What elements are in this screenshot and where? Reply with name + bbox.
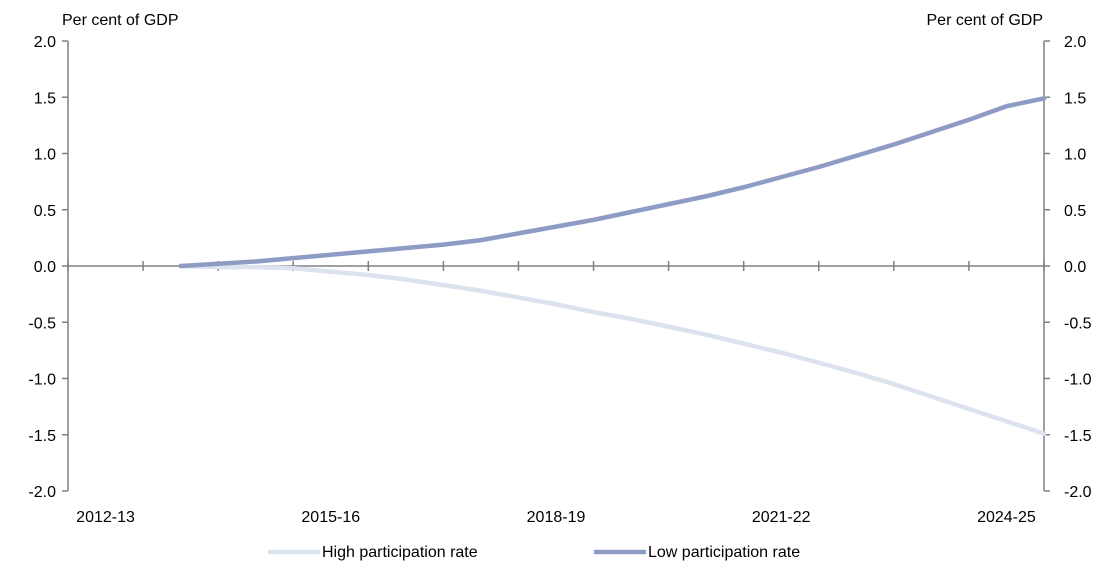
x-tick-label: 2024-25 (977, 509, 1036, 526)
left-y-tick-label: 0.0 (34, 259, 56, 276)
legend-label: Low participation rate (648, 544, 800, 561)
right-y-tick-label: 2.0 (1064, 34, 1086, 51)
left-y-tick-label: 1.0 (34, 147, 56, 164)
left-y-tick-label: -1.0 (28, 372, 56, 389)
series-lines (178, 96, 1047, 436)
right-y-tick-label: 0.0 (1064, 259, 1086, 276)
right-y-tick-label: -1.5 (1064, 428, 1092, 445)
series-line (178, 263, 1047, 436)
left-y-tick-label: -1.5 (28, 428, 56, 445)
x-tick-label: 2018-19 (527, 509, 586, 526)
x-tick-label: 2012-13 (76, 509, 135, 526)
left-y-tick-label: -0.5 (28, 315, 56, 332)
left-y-tick-label: 2.0 (34, 34, 56, 51)
right-y-tick-label: 0.5 (1064, 203, 1086, 220)
left-y-tick-label: 1.5 (34, 90, 56, 107)
x-tick-label: 2021-22 (752, 509, 811, 526)
right-y-tick-label: -0.5 (1064, 315, 1092, 332)
left-y-tick-label: -2.0 (28, 484, 56, 501)
right-y-tick-label: 1.0 (1064, 147, 1086, 164)
x-tick-label: 2015-16 (301, 509, 360, 526)
right-y-tick-label: -1.0 (1064, 372, 1092, 389)
axis-ticks: 2.0 2.0 1.5 1.5 1.0 1.0 0.5 0.5 0.0 0.0 -0.5 -0.5 -1… (28, 34, 1091, 526)
series-line (178, 96, 1047, 269)
left-axis-title: Per cent of GDP (62, 12, 179, 29)
right-axis-title: Per cent of GDP (927, 12, 1044, 29)
left-y-tick-label: 0.5 (34, 203, 56, 220)
legend-label: High participation rate (322, 544, 478, 561)
legend: High participation rate Low participation… (268, 544, 800, 561)
right-y-tick-label: -2.0 (1064, 484, 1092, 501)
right-y-tick-label: 1.5 (1064, 90, 1086, 107)
